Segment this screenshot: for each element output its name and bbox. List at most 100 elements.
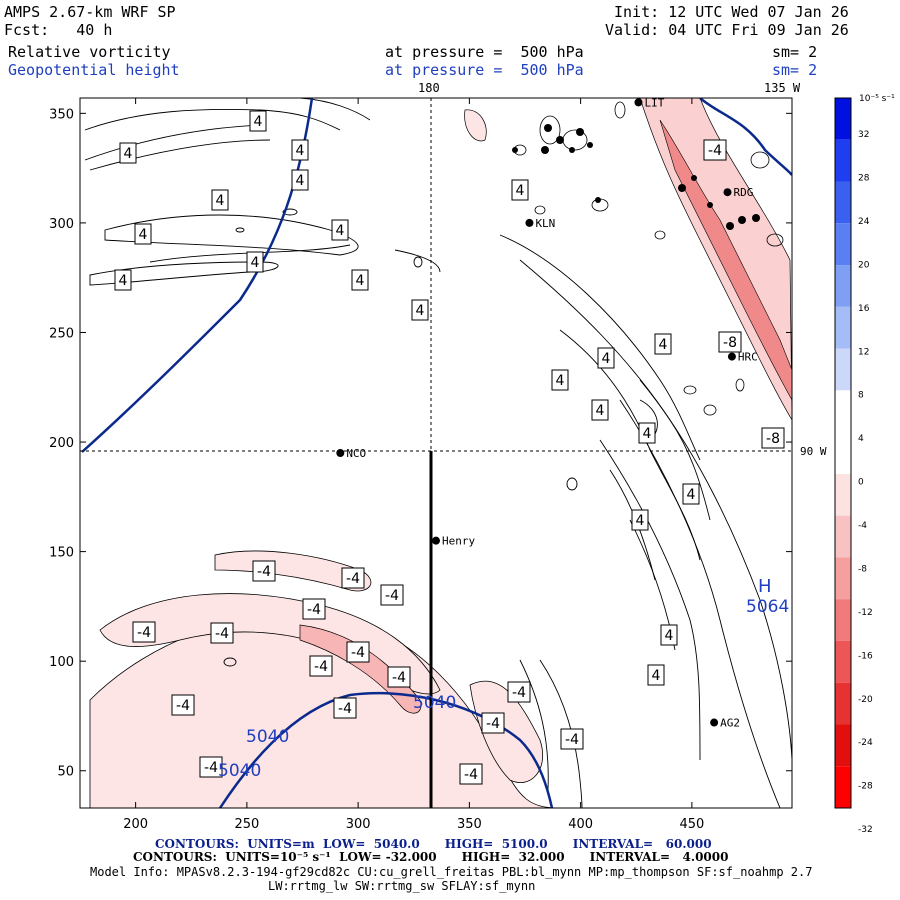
vorticity-contour-label: -4 [703, 139, 727, 161]
vorticity-contour-label: -4 [132, 621, 156, 643]
x-tick-label: 300 [346, 817, 371, 832]
high-center-marker: H [758, 576, 772, 597]
colorbar-swatch [835, 390, 851, 433]
station-dot [710, 718, 719, 727]
forecast-hour: Fcst: 40 h [4, 21, 113, 39]
y-tick-label: 300 [49, 217, 74, 232]
colorbar-swatch [835, 473, 851, 516]
svg-text:4: 4 [516, 183, 525, 199]
lon-label-180: 180 [418, 81, 440, 95]
vorticity-contour-label: 4 [591, 399, 609, 421]
height-label: 5040 [246, 727, 289, 747]
colorbar-tick-label: -20 [858, 695, 873, 705]
colorbar-swatch [835, 557, 851, 600]
svg-text:4: 4 [602, 351, 611, 367]
vorticity-contour-label: -8 [718, 331, 742, 353]
colorbar-unit: 10⁻⁵ s⁻¹ [859, 94, 895, 104]
svg-text:-4: -4 [176, 698, 190, 714]
colorbar-tick-label: -32 [858, 825, 873, 835]
station-dot [727, 352, 736, 361]
vorticity-contour-info: CONTOURS: UNITS=10⁻⁵ s⁻¹ LOW= -32.000 HI… [133, 850, 729, 864]
colorbar-tick-label: -16 [858, 651, 873, 661]
colorbar-tick-label: 16 [858, 304, 870, 314]
high-center-value: 5064 [746, 597, 789, 617]
svg-text:-4: -4 [346, 571, 360, 587]
svg-text:4: 4 [296, 143, 305, 159]
station-dot [432, 536, 440, 545]
station-dot [336, 449, 345, 457]
y-tick-label: 150 [49, 546, 74, 561]
station-dot [525, 218, 534, 227]
svg-text:-4: -4 [257, 564, 271, 580]
svg-text:4: 4 [416, 303, 425, 319]
colorbar-tick-label: 24 [858, 217, 870, 227]
colorbar-swatch [835, 265, 851, 307]
svg-text:4: 4 [556, 373, 565, 389]
x-tick-label: 200 [123, 817, 148, 832]
vorticity-contour-label: -4 [346, 641, 370, 663]
svg-text:-4: -4 [565, 732, 579, 748]
vorticity-contour-label: -4 [387, 666, 411, 688]
vorticity-contour-label: -4 [309, 655, 333, 677]
neg-vort-band-1 [99, 593, 441, 695]
vorticity-contour-label: -4 [341, 567, 365, 589]
station-label: Henry [442, 535, 475, 548]
colorbar-swatch [835, 766, 851, 808]
valid-time: Valid: 04 UTC Fri 09 Jan 26 [605, 21, 849, 39]
vorticity-contour-label: 4 [134, 223, 152, 245]
colorbar-tick-label: -12 [858, 608, 873, 618]
colorbar-tick-label: -8 [858, 564, 867, 574]
svg-text:-4: -4 [338, 701, 352, 717]
svg-text:-4: -4 [215, 626, 229, 642]
colorbar-tick-label: 0 [858, 478, 864, 488]
neg-vort-core-northeast [659, 119, 792, 401]
vorticity-contour-label: 4 [511, 179, 529, 201]
vorticity-contour-label: 4 [246, 251, 264, 273]
vorticity-contour-label: -8 [761, 427, 785, 449]
station-label: NCO [346, 447, 366, 460]
field1-name: Relative vorticity [8, 43, 171, 61]
svg-text:4: 4 [687, 487, 696, 503]
vorticity-contour-label: -4 [481, 712, 505, 734]
colorbar-swatch [835, 599, 851, 641]
colorbar-tick-label: 28 [858, 174, 870, 184]
plot-frame [79, 97, 793, 809]
height-contours [81, 98, 792, 808]
field2-smoothing: sm= 2 [772, 61, 818, 79]
vorticity-contour-label: 4 [647, 664, 665, 686]
vorticity-contour-label: 4 [291, 139, 309, 161]
station-dot [634, 98, 643, 107]
svg-text:-4: -4 [307, 602, 321, 618]
model-title: AMPS 2.67-km WRF SP [4, 3, 176, 21]
vorticity-contour-label: 4 [351, 269, 369, 291]
svg-text:4: 4 [216, 193, 225, 209]
vorticity-contour-label: 4 [211, 189, 229, 211]
vorticity-contour-label: 4 [631, 509, 649, 531]
svg-text:4: 4 [643, 426, 652, 442]
height-contour-info: CONTOURS: UNITS=m LOW= 5040.0 HIGH= 5100… [155, 837, 712, 851]
vorticity-contour-label: 4 [411, 299, 429, 321]
field1-level: at pressure = 500 hPa [385, 43, 584, 61]
x-tick-label: 350 [457, 817, 482, 832]
colorbar-tick-label: 32 [858, 130, 869, 140]
vorticity-contour-label: -4 [199, 756, 223, 778]
height-label: 5040 [218, 761, 261, 781]
neg-vort-region-northeast [639, 98, 792, 421]
svg-text:-4: -4 [486, 716, 500, 732]
colorbar-tick-label: -4 [858, 521, 867, 531]
station-label: KLN [535, 217, 555, 230]
station-label: LIT [644, 96, 664, 109]
vorticity-contours [84, 98, 792, 808]
svg-text:-4: -4 [137, 625, 151, 641]
field1-smoothing: sm= 2 [772, 43, 818, 61]
svg-text:4: 4 [636, 513, 645, 529]
vorticity-contour-label: -4 [380, 584, 404, 606]
lon-label-135w: 135 W [764, 81, 801, 95]
vorticity-contour-label: 4 [551, 369, 569, 391]
station-dot [723, 188, 732, 197]
svg-text:-4: -4 [464, 767, 478, 783]
y-tick-label: 350 [49, 107, 74, 122]
colorbar-swatch [835, 139, 851, 182]
